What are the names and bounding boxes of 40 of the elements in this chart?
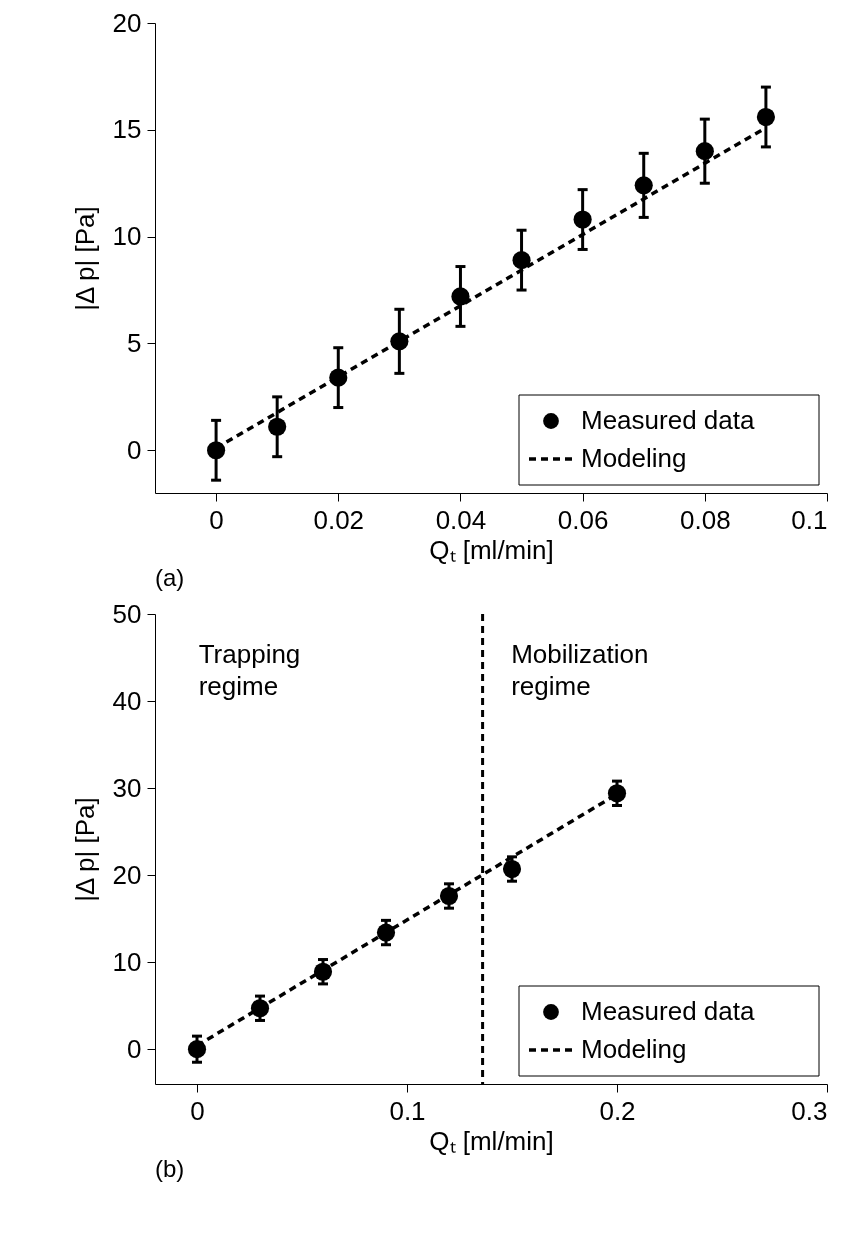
x-axis-title: Qₜ [ml/min] [429,1125,554,1156]
y-tick-label: 30 [112,772,142,803]
y-tick-label: 10 [112,221,142,252]
x-tick-label: 0.04 [435,504,487,535]
legend-label: Modeling [581,443,687,473]
point [512,251,531,270]
text: (a) [155,564,185,591]
text: (b) [155,1155,185,1182]
y-axis-title: |Δ p| [Pa] [69,797,100,902]
legend-label: Measured data [581,996,755,1026]
point [634,176,653,195]
x-tick-label: 0.3 [791,1095,828,1126]
x-tick-label: 0.1 [389,1095,426,1126]
x-tick-label: 0.06 [557,504,609,535]
annotation: Trapping regime [198,639,301,702]
y-axis-title: |Δ p| [Pa] [69,206,100,311]
x-tick-label: 0.02 [313,504,365,535]
point [268,417,287,436]
y-tick-label: 15 [112,114,142,145]
legend-label: Modeling [581,1034,687,1064]
y-tick-label: 10 [112,946,142,977]
legend-label: Measured data [581,405,755,435]
point [756,107,775,127]
y-tick-label: 5 [127,327,142,358]
y-tick-label: 0 [127,434,142,465]
x-tick-label: 0.1 [791,504,828,535]
point [695,142,714,161]
y-tick-label: 50 [112,598,142,629]
annotation: Mobilization regime [511,639,649,702]
x-axis-title: Qₜ [ml/min] [429,534,554,565]
point [451,287,470,306]
y-tick-label: 20 [112,859,142,890]
x-tick-label: 0.2 [599,1095,636,1126]
y-tick-label: 0 [127,1033,142,1064]
x-tick-label: 0 [190,1095,205,1126]
y-tick-label: 20 [112,7,142,38]
x-tick-label: 0 [209,504,224,535]
x-tick-label: 0.08 [680,504,731,535]
y-tick-label: 40 [112,685,142,716]
point [573,210,592,229]
